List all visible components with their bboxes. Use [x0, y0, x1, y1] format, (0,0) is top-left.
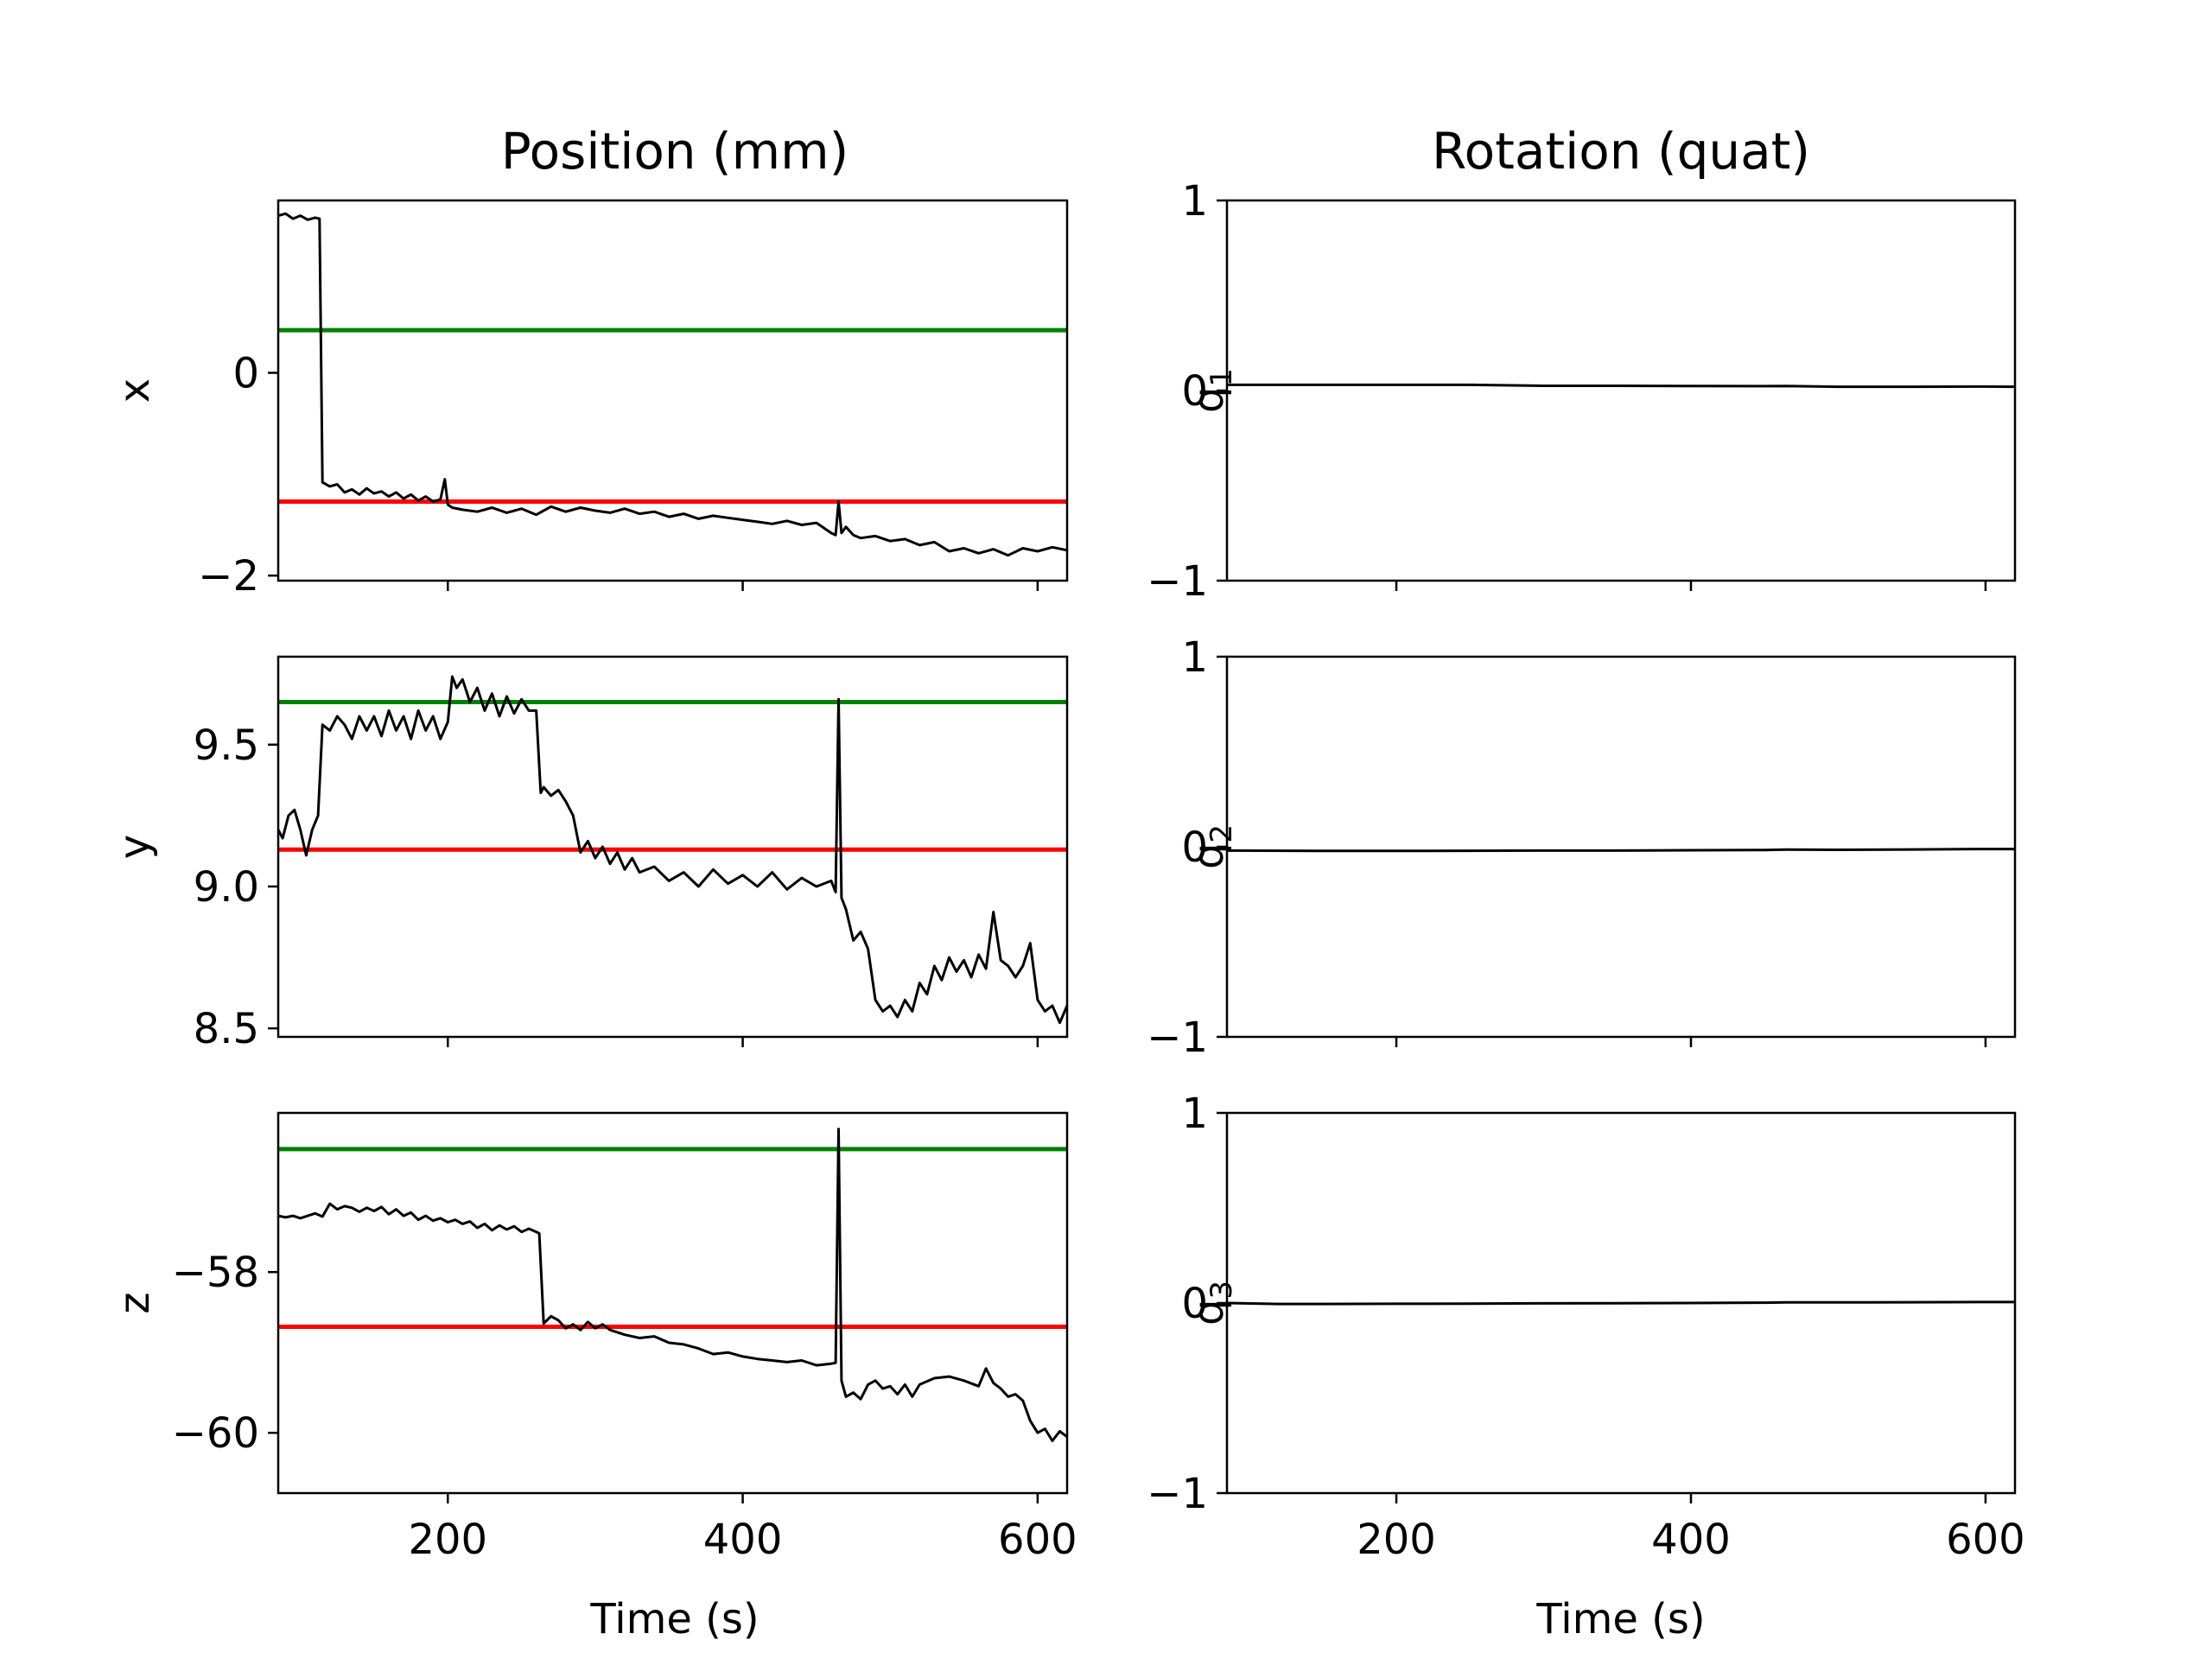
rotation-q1-ylabel: q1 — [1185, 368, 1239, 413]
rotation-q3-series-line — [1226, 1300, 2015, 1306]
position-z-xtick-label: 200 — [408, 1516, 487, 1564]
rotation-q2-ylabel: q2 — [1185, 824, 1239, 869]
position-x-axes-frame — [276, 199, 1069, 582]
position-z-xtick-label: 600 — [998, 1516, 1077, 1564]
rotation-q2-ylabel-subscript: 2 — [1205, 824, 1239, 843]
position-y-ylabel: y — [111, 835, 159, 859]
position-x-subplot: 0 −2 x — [111, 199, 1069, 601]
rotation-q2-subplot: 1 0 −1 q2 — [1147, 633, 2017, 1062]
position-z-xtick-label: 400 — [703, 1516, 783, 1564]
position-z-ytick-label: −58 — [172, 1249, 259, 1297]
rotation-q1-subplot: 10−1q1 — [1147, 177, 2017, 606]
position-z-series-line — [277, 1128, 1068, 1442]
rotation-q2-series-line — [1226, 848, 2015, 853]
position-y-series-line — [276, 675, 1069, 1025]
rotation-x-axis-label: Time (s) — [1535, 1595, 1705, 1643]
rotation-q2-ytick-label: 0 — [1181, 823, 1208, 872]
rotation-q3-subplot: 1 0 −1 200 400 600 q3 — [1147, 1090, 2024, 1564]
position-y-ytick-label: 9.0 — [194, 863, 259, 912]
rotation-q1-ytick-label: 0 — [1181, 367, 1208, 416]
rotation-q3-ylabel-q: q — [1185, 1300, 1233, 1325]
rotation-q2-ytick-label: 1 — [1181, 633, 1208, 682]
rotation-q2-ylabel-q: q — [1185, 843, 1233, 869]
rotation-q1-ytick-label: 1 — [1181, 177, 1208, 226]
rotation-q1-ylabel-subscript: 1 — [1205, 368, 1239, 387]
position-y-ytick-label: 9.5 — [194, 721, 259, 770]
position-z-subplot: −58 −60 200 400 600 z — [111, 1111, 1077, 1564]
rotation-q3-xtick-label: 200 — [1357, 1516, 1436, 1564]
rotation-q3-ylabel-subscript: 3 — [1205, 1281, 1239, 1300]
position-z-ylabel: z — [111, 1292, 159, 1313]
position-x-ytick-label: −2 — [198, 552, 259, 601]
position-y-subplot: 9.5 9.0 8.5 y — [111, 655, 1069, 1053]
rotation-q1-ytick-label: −1 — [1147, 557, 1208, 606]
position-x-ytick-label: 0 — [232, 349, 259, 397]
rotation-q3-ytick-label: 0 — [1181, 1280, 1208, 1328]
rotation-column-title: Rotation (quat) — [1432, 122, 1810, 181]
rotation-q3-ytick-label: 1 — [1181, 1090, 1208, 1138]
position-z-axes-frame — [276, 1111, 1069, 1495]
rotation-q1-ylabel-q: q — [1185, 387, 1233, 413]
position-x-ylabel: x — [111, 378, 159, 403]
rotation-q3-xtick-label: 600 — [1946, 1516, 2025, 1564]
rotation-q3-ytick-label: −1 — [1147, 1470, 1208, 1518]
position-y-axes-frame — [276, 655, 1069, 1039]
position-y-ytick-label: 8.5 — [194, 1005, 259, 1053]
rotation-q3-ylabel: q3 — [1185, 1281, 1239, 1325]
rotation-q1-series-line — [1227, 383, 2016, 389]
position-x-axis-label: Time (s) — [589, 1595, 759, 1643]
position-x-series-line — [277, 212, 1068, 557]
position-z-ytick-label: −60 — [172, 1409, 259, 1458]
rotation-q3-xtick-label: 400 — [1651, 1516, 1731, 1564]
position-column-title: Position (mm) — [501, 122, 849, 181]
rotation-q2-ytick-label: −1 — [1147, 1014, 1208, 1062]
